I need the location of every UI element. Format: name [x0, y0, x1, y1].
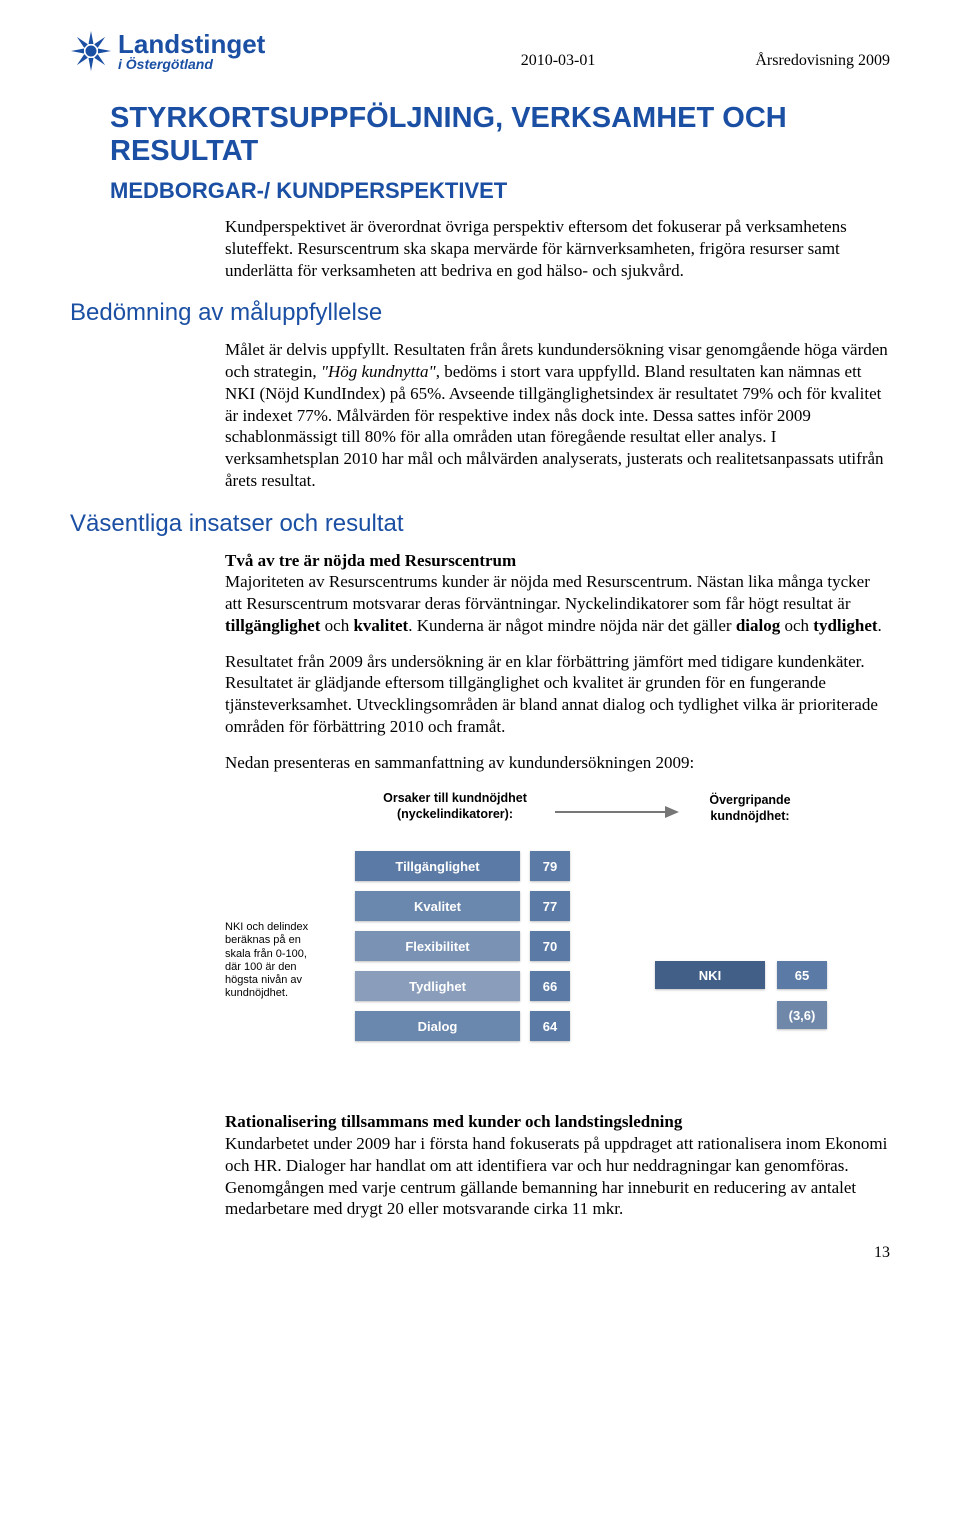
nki-value: 65 [795, 968, 809, 983]
logo-star-icon [70, 30, 112, 72]
main-title: STYRKORTSUPPFÖLJNING, VERKSAMHET OCH RES… [110, 102, 890, 168]
nki-value-box: 65 [777, 961, 827, 989]
indicator-value: 70 [530, 931, 570, 961]
bold-lead-1: Två av tre är nöjda med Resurscentrum [225, 551, 516, 570]
para-s1p1: Målet är delvis uppfyllt. Resultaten frå… [225, 339, 890, 491]
org-logo: Landstinget i Östergötland [70, 30, 265, 72]
nki-label: NKI [699, 968, 721, 983]
section-heading-bedomning: Bedömning av måluppfyllelse [70, 299, 890, 327]
logo-text: Landstinget i Östergötland [118, 31, 265, 71]
indicator-row: Kvalitet 77 [355, 891, 570, 921]
header-date: 2010-03-01 [521, 52, 596, 70]
section-heading-vasentliga: Väsentliga insatser och resultat [70, 510, 890, 538]
arrow-icon [555, 801, 680, 823]
para-s2p3: Resultatet från 2009 års undersökning är… [225, 651, 890, 738]
nki-diagram: NKI och delindex beräknas på en skala fr… [225, 791, 845, 1091]
intro-paragraph: Kundperspektivet är överordnat övriga pe… [225, 216, 890, 281]
logo-line1: Landstinget [118, 31, 265, 57]
indicator-label: Tydlighet [355, 971, 520, 1001]
indicator-row: Flexibilitet 70 [355, 931, 570, 961]
logo-line2: i Östergötland [118, 57, 265, 71]
nki-delta-box: (3,6) [777, 1001, 827, 1029]
page-header: Landstinget i Östergötland 2010-03-01 År… [70, 30, 890, 72]
page-number: 13 [70, 1244, 890, 1262]
indicator-value: 77 [530, 891, 570, 921]
nki-label-box: NKI [655, 961, 765, 989]
para-s2p5-text: Kundarbetet under 2009 har i första hand… [225, 1134, 887, 1218]
indicator-value: 64 [530, 1011, 570, 1041]
indicator-label: Tillgänglighet [355, 851, 520, 881]
nki-delta: (3,6) [789, 1008, 816, 1023]
para-s2p5: Rationalisering tillsammans med kunder o… [225, 1111, 890, 1220]
para-s2p2: Två av tre är nöjda med Resurscentrum Ma… [225, 550, 890, 637]
indicator-label: Dialog [355, 1011, 520, 1041]
bold-lead-2: Rationalisering tillsammans med kunder o… [225, 1112, 682, 1131]
para-s2p4: Nedan presenteras en sammanfattning av k… [225, 752, 890, 774]
indicator-label: Kvalitet [355, 891, 520, 921]
header-meta: 2010-03-01 Årsredovisning 2009 [521, 52, 890, 70]
diagram-overall-title: Övergripande kundnöjdhet: [680, 793, 820, 824]
subtitle: MEDBORGAR-/ KUNDPERSPEKTIVET [110, 178, 890, 204]
indicator-row: Dialog 64 [355, 1011, 570, 1041]
diagram-scale-note: NKI och delindex beräknas på en skala fr… [225, 921, 320, 1000]
indicator-value: 79 [530, 851, 570, 881]
diagram-causes-title: Orsaker till kundnöjdhet (nyckelindikato… [365, 791, 545, 822]
indicator-label: Flexibilitet [355, 931, 520, 961]
page: Landstinget i Östergötland 2010-03-01 År… [0, 0, 960, 1302]
indicator-value: 66 [530, 971, 570, 1001]
header-doc-title: Årsredovisning 2009 [755, 52, 890, 70]
indicator-row: Tillgänglighet 79 [355, 851, 570, 881]
indicator-row: Tydlighet 66 [355, 971, 570, 1001]
